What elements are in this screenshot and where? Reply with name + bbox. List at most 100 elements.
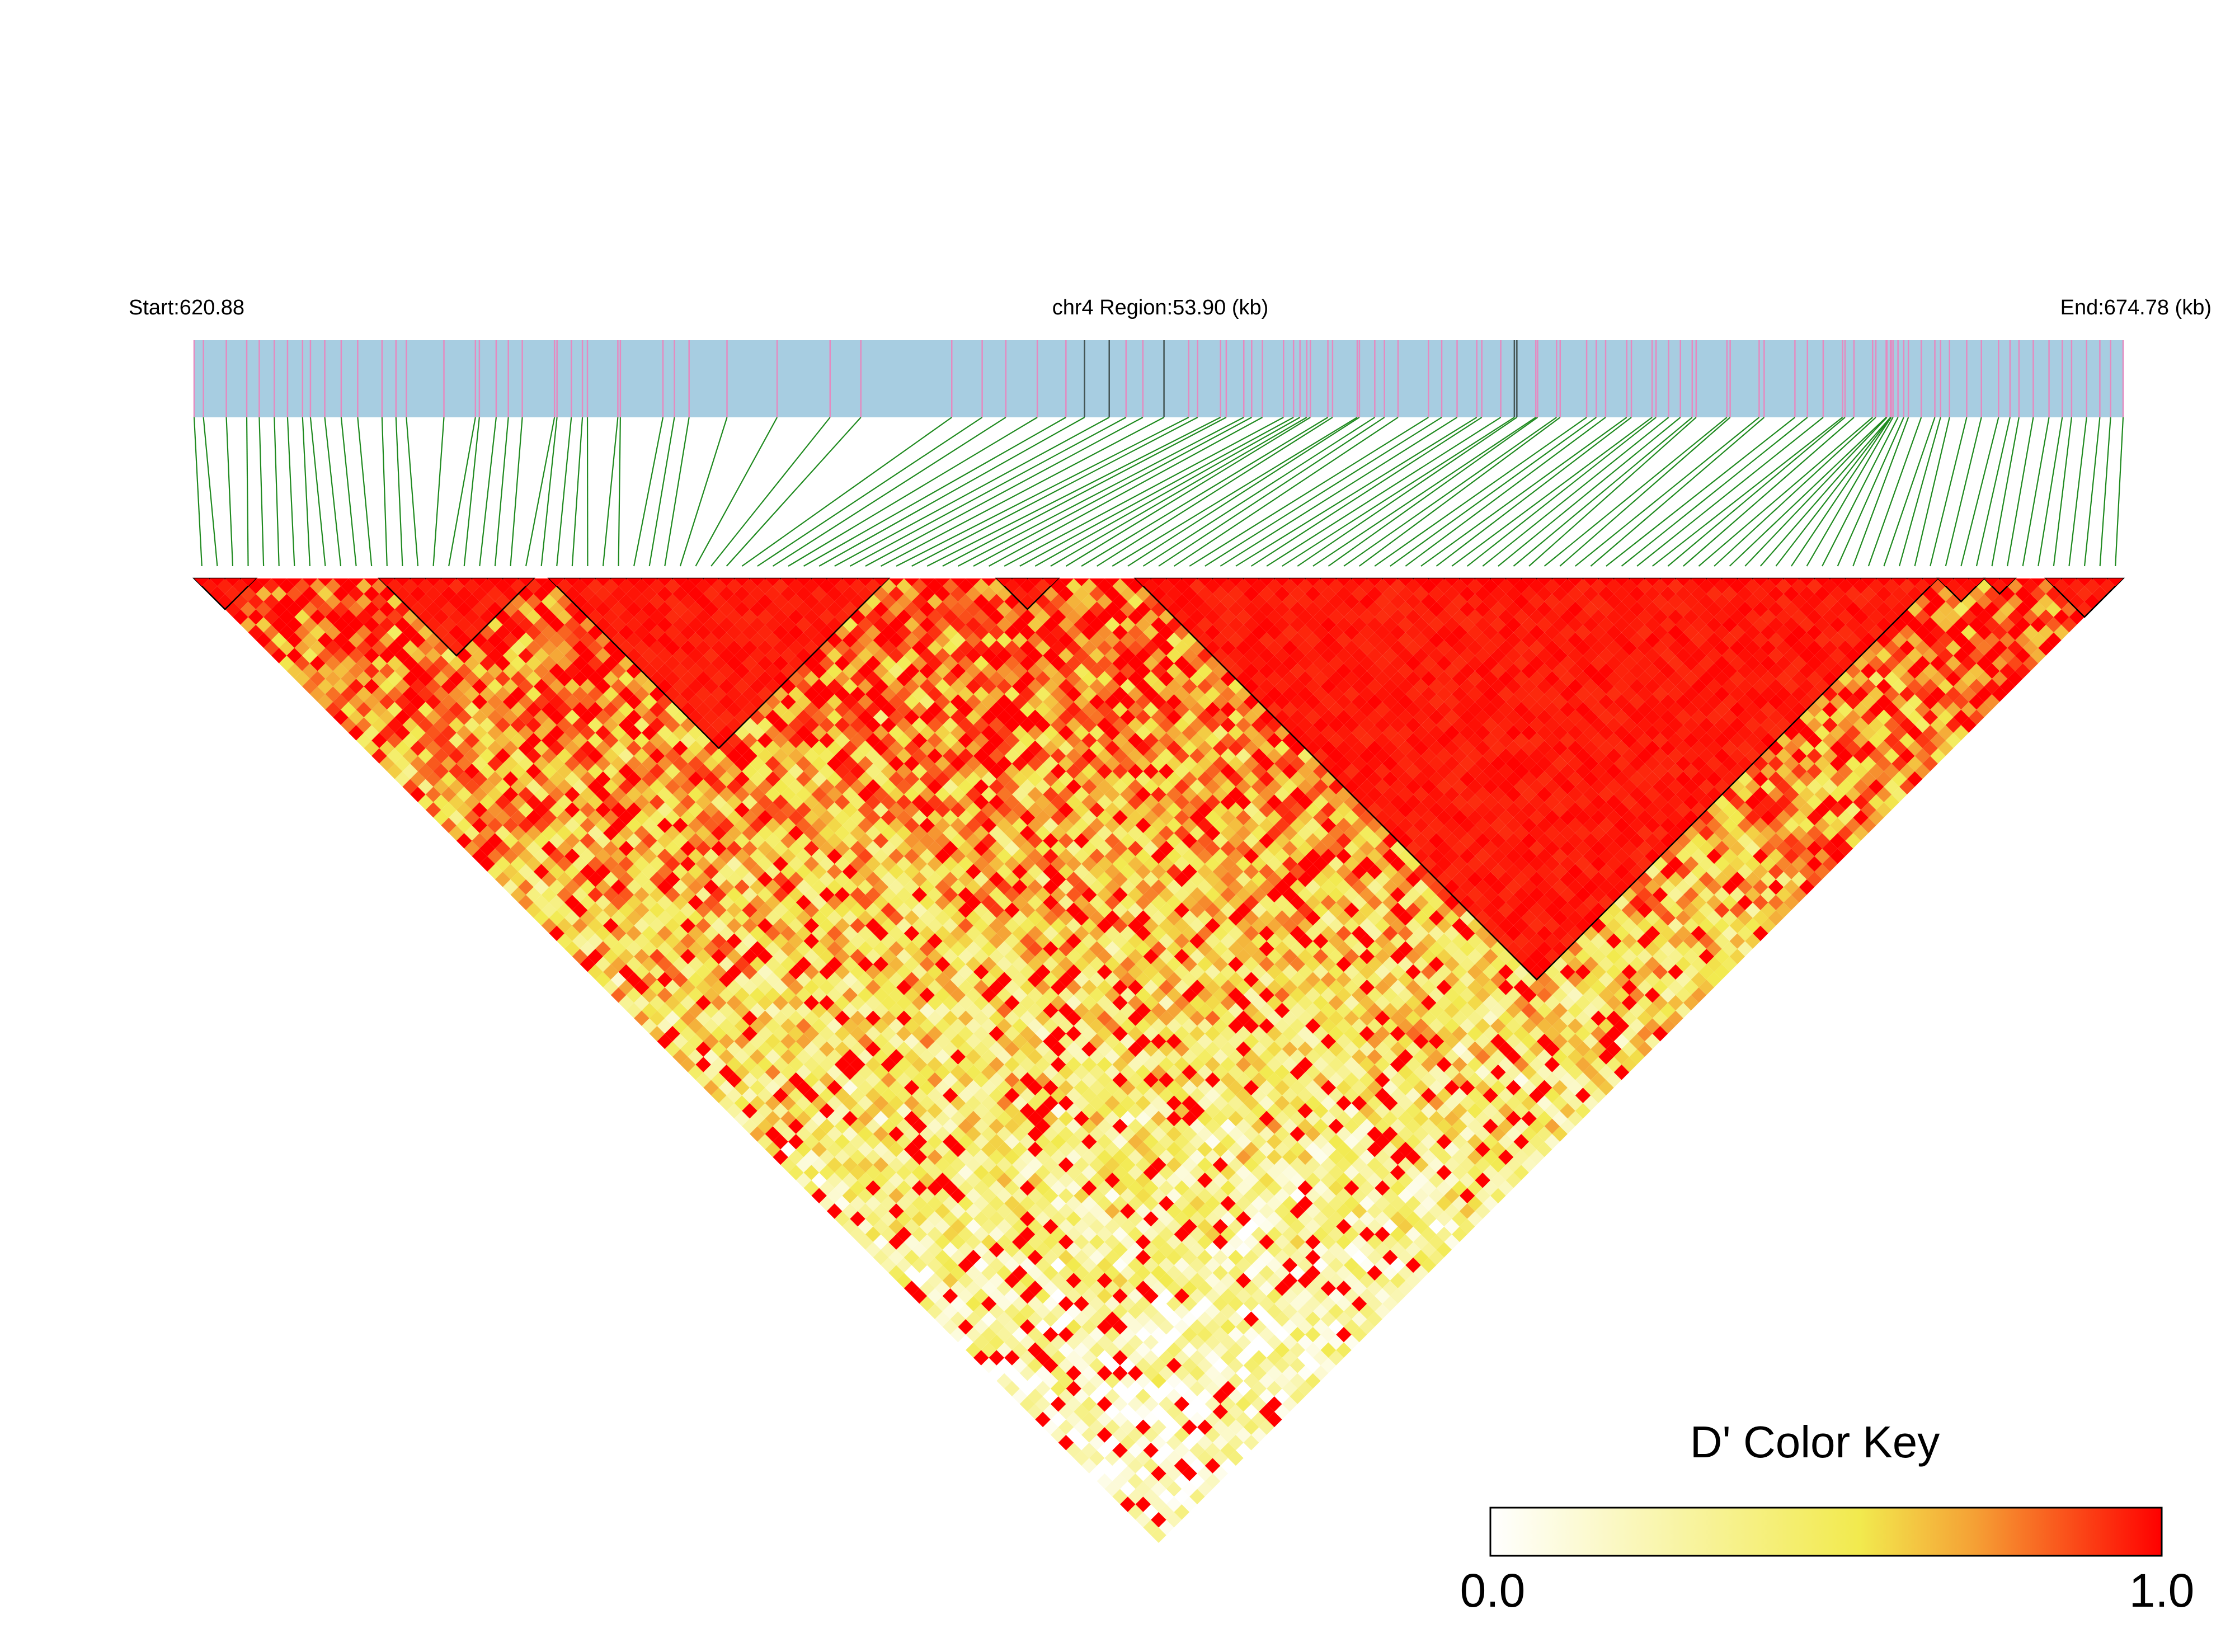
ld-cell <box>394 679 411 694</box>
snp-connector <box>1019 417 1294 567</box>
snp-connector <box>1266 417 1502 567</box>
snp-connector <box>1837 417 1904 567</box>
snp-connector <box>1112 417 1358 567</box>
snp-connector <box>834 417 1110 567</box>
ld-cell <box>510 764 526 779</box>
snp-connector <box>1559 417 1731 567</box>
ld-cell <box>333 601 349 617</box>
snp-connector <box>1822 417 1899 567</box>
ld-cell <box>1089 1450 1105 1466</box>
snp-connector <box>2115 417 2124 567</box>
snp-connector <box>818 417 1085 567</box>
snp-connector <box>1282 417 1515 567</box>
ld-cell <box>1089 1466 1105 1481</box>
snp-connector <box>309 417 326 567</box>
snp-connector <box>664 417 690 567</box>
snp-connector <box>556 417 572 567</box>
chromosome-region-bar <box>194 340 2123 417</box>
ld-cell <box>510 794 526 810</box>
snp-connector <box>957 417 1244 567</box>
ld-cell <box>603 964 619 980</box>
snp-connector <box>1127 417 1360 567</box>
ld-cell <box>510 779 526 795</box>
snp-connector <box>1142 417 1375 567</box>
snp-connector <box>618 417 621 567</box>
ld-cell <box>726 1010 742 1026</box>
ld-cell <box>456 833 472 849</box>
snp-connector <box>1714 417 1876 567</box>
ld-matrix-cells <box>201 578 2116 1543</box>
snp-connector <box>258 417 265 567</box>
snp-connector <box>1575 417 1760 567</box>
ld-cell <box>1089 1373 1105 1389</box>
snp-connector <box>1358 417 1561 567</box>
ld-cell <box>271 601 287 617</box>
snp-connector <box>648 417 675 567</box>
snp-connector <box>2083 417 2101 567</box>
snp-connector <box>926 417 1221 567</box>
snp-connector <box>1466 417 1657 567</box>
snp-connector <box>741 417 952 567</box>
snp-connector <box>1420 417 1627 567</box>
ld-cell <box>966 1249 981 1265</box>
snp-connector <box>695 417 778 567</box>
snp-connector <box>1528 417 1697 567</box>
snp-connector <box>1220 417 1458 567</box>
snp-connector <box>1097 417 1333 567</box>
ld-cell <box>394 648 411 663</box>
snp-connector <box>1621 417 1808 567</box>
snp-connector <box>1498 417 1681 567</box>
snp-connector <box>1683 417 1855 567</box>
ld-cell <box>842 1188 858 1204</box>
ld-cell <box>966 1296 981 1312</box>
ld-cell <box>726 964 742 980</box>
snp-connector <box>1158 417 1385 567</box>
ld-cell <box>333 586 349 602</box>
snp-connector <box>679 417 728 567</box>
ld-cell <box>456 725 472 741</box>
snp-connector <box>942 417 1227 567</box>
snp-connector <box>1975 417 2011 567</box>
ld-cell <box>1089 1389 1105 1404</box>
snp-connector <box>880 417 1165 567</box>
snp-connector <box>246 417 249 567</box>
ld-cell <box>333 648 349 663</box>
snp-connector <box>1606 417 1796 567</box>
snp-connector <box>1775 417 1891 567</box>
ld-cell <box>603 917 619 934</box>
snp-connector <box>1235 417 1478 567</box>
snp-connector <box>711 417 831 567</box>
snp-connector <box>2099 417 2111 567</box>
snp-connector <box>324 417 342 567</box>
region-label: chr4 Region:53.90 (kb) <box>1052 296 1269 319</box>
snp-connector <box>757 417 983 567</box>
ld-cell <box>1089 1357 1105 1373</box>
snp-connector <box>772 417 1006 567</box>
snp-connector <box>865 417 1144 567</box>
snp-connector <box>510 417 523 567</box>
ld-cell <box>842 1172 858 1188</box>
ld-cell <box>271 586 287 602</box>
ld-cell <box>456 817 472 834</box>
start-label: Start:620.88 <box>129 296 244 319</box>
ld-cell <box>394 663 411 679</box>
snp-connector <box>1436 417 1632 567</box>
ld-cell <box>726 1025 742 1042</box>
ld-cell <box>333 632 349 648</box>
snp-connector <box>1374 417 1587 567</box>
ld-cell <box>271 648 287 663</box>
ld-cell <box>1089 1342 1105 1358</box>
ld-cell <box>333 709 349 726</box>
ld-cell <box>726 1041 742 1057</box>
snp-connector <box>1698 417 1873 567</box>
snp-connector <box>602 417 619 567</box>
snp-connector <box>1729 417 1887 567</box>
ld-cell <box>726 1103 742 1119</box>
snp-connector <box>1328 417 1538 567</box>
snp-connector <box>1065 417 1311 567</box>
ld-cell <box>603 949 619 964</box>
snp-connector <box>726 417 862 567</box>
snp-connector <box>203 417 218 567</box>
ld-cell <box>966 1311 981 1327</box>
